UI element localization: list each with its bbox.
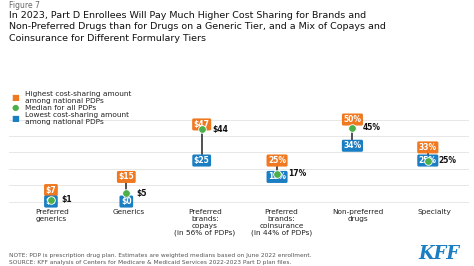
- Text: Preferred
generics: Preferred generics: [35, 209, 69, 222]
- Text: ■: ■: [11, 93, 19, 102]
- Text: Preferred
brands:
copays
(in 56% of PDPs): Preferred brands: copays (in 56% of PDPs…: [174, 209, 236, 236]
- Text: 50%: 50%: [344, 115, 362, 124]
- Text: Preferred
brands:
coinsurance
(in 44% of PDPs): Preferred brands: coinsurance (in 44% of…: [251, 209, 312, 236]
- Text: ■: ■: [11, 114, 19, 123]
- Text: $15: $15: [118, 172, 134, 181]
- Text: $0: $0: [121, 197, 132, 206]
- Text: Non-preferred
drugs: Non-preferred drugs: [333, 209, 384, 222]
- Text: $47: $47: [194, 120, 210, 129]
- Text: Figure 7: Figure 7: [9, 1, 40, 10]
- Text: 25%: 25%: [438, 156, 456, 165]
- Text: KFF: KFF: [419, 245, 460, 263]
- Text: 25%: 25%: [268, 156, 286, 165]
- Text: Generics: Generics: [112, 209, 144, 215]
- Text: In 2023, Part D Enrollees Will Pay Much Higher Cost Sharing for Brands and
Non-P: In 2023, Part D Enrollees Will Pay Much …: [9, 11, 386, 43]
- Text: $5: $5: [137, 189, 147, 198]
- Text: 15%: 15%: [268, 172, 286, 181]
- Text: 34%: 34%: [343, 141, 362, 150]
- Text: $44: $44: [212, 125, 228, 134]
- Text: 17%: 17%: [288, 169, 307, 178]
- Text: $0: $0: [46, 197, 56, 206]
- Text: $25: $25: [194, 156, 210, 165]
- Text: 25%: 25%: [419, 156, 437, 165]
- Text: Median for all PDPs: Median for all PDPs: [25, 105, 96, 111]
- Text: 33%: 33%: [419, 143, 437, 152]
- Text: 45%: 45%: [363, 123, 381, 132]
- Text: $7: $7: [46, 186, 56, 194]
- Text: ●: ●: [12, 103, 19, 112]
- Text: $1: $1: [62, 196, 72, 204]
- Text: Highest cost-sharing amount
among national PDPs: Highest cost-sharing amount among nation…: [25, 91, 131, 103]
- Text: NOTE: PDP is prescription drug plan. Estimates are weighted medians based on Jun: NOTE: PDP is prescription drug plan. Est…: [9, 253, 312, 265]
- Text: Lowest cost-sharing amount
among national PDPs: Lowest cost-sharing amount among nationa…: [25, 112, 128, 125]
- Text: Specialty: Specialty: [418, 209, 452, 215]
